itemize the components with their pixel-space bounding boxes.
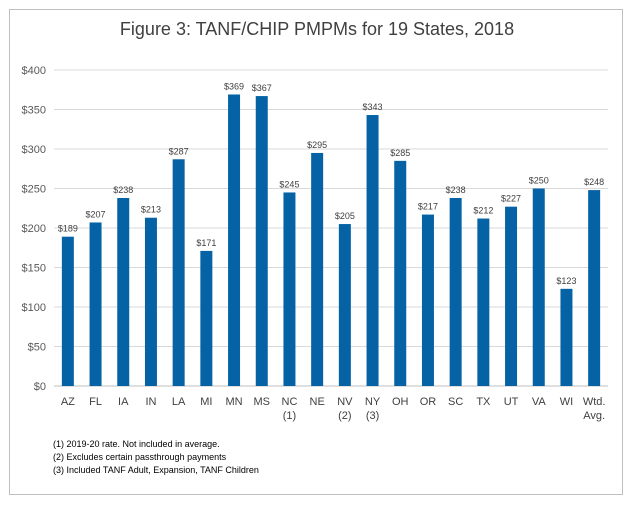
data-label: $245 <box>279 179 299 189</box>
bar <box>228 94 241 387</box>
y-tick-label: $0 <box>34 381 46 393</box>
footnotes: (1) 2019-20 rate. Not included in averag… <box>53 438 259 477</box>
data-label: $287 <box>169 146 189 156</box>
category-label: IN <box>145 396 156 408</box>
x-axis-category-labels: AZ FL IA IN LA MI MN MS NC (1) NE NV (2) NY (3) OH OR SC T… <box>61 396 606 422</box>
category-label: VA <box>532 396 547 408</box>
category-label: NE <box>310 396 325 408</box>
y-tick-label: $400 <box>22 65 46 77</box>
data-labels: $189 $207 $238 $213 $287 $171 $369 $367 $245 $295… <box>58 81 604 285</box>
category-label: OH <box>392 396 409 408</box>
bar <box>338 224 351 386</box>
y-tick-label: $300 <box>22 144 46 156</box>
category-label: LA <box>172 396 186 408</box>
bar <box>61 236 74 386</box>
bar <box>560 288 573 386</box>
bar <box>283 192 296 386</box>
category-label: IA <box>118 396 129 408</box>
data-label: $285 <box>390 148 410 158</box>
data-label: $207 <box>86 209 106 219</box>
bar <box>532 188 545 386</box>
category-label: TX <box>476 396 491 408</box>
data-label: $212 <box>473 206 493 216</box>
bars <box>61 94 601 387</box>
bar <box>89 222 102 386</box>
data-label: $123 <box>556 276 576 286</box>
category-label: MI <box>200 396 212 408</box>
category-label: MS <box>254 396 271 408</box>
bar <box>255 96 268 386</box>
chart-title: Figure 3: TANF/CHIP PMPMs for 19 States,… <box>119 19 515 39</box>
data-label: $369 <box>224 81 244 91</box>
data-label: $213 <box>141 205 161 215</box>
bar <box>421 214 434 386</box>
bar <box>144 217 157 386</box>
data-label: $238 <box>446 185 466 195</box>
category-label: SC <box>448 396 463 408</box>
bar <box>394 160 407 386</box>
bar <box>200 250 213 386</box>
category-label: NV <box>337 396 353 408</box>
category-label: (1) <box>283 410 296 422</box>
category-label: Wtd. <box>583 396 606 408</box>
category-label: OR <box>420 396 437 408</box>
y-tick-label: $350 <box>22 105 46 117</box>
data-label: $227 <box>501 194 521 204</box>
data-label: $217 <box>418 202 438 212</box>
bar <box>366 115 379 386</box>
y-axis-tick-labels: $0 $50 $100 $150 $200 $250 $300 $350 $400 <box>22 65 46 393</box>
category-label: NC <box>282 396 298 408</box>
category-label: MN <box>225 396 242 408</box>
data-label: $171 <box>196 238 216 248</box>
bar <box>449 197 462 386</box>
data-label: $248 <box>584 177 604 187</box>
data-label: $250 <box>529 176 549 186</box>
bar <box>172 159 185 386</box>
bar <box>588 190 601 386</box>
data-label: $295 <box>307 140 327 150</box>
category-label: AZ <box>61 396 75 408</box>
data-label: $343 <box>363 102 383 112</box>
footnote-1: (1) 2019-20 rate. Not included in averag… <box>53 439 220 449</box>
y-tick-label: $250 <box>22 184 46 196</box>
category-label: UT <box>504 396 519 408</box>
bar <box>117 197 130 386</box>
category-label: WI <box>560 396 573 408</box>
footnote-3: (3) Included TANF Adult, Expansion, TANF… <box>53 465 259 475</box>
category-label: Avg. <box>583 410 605 422</box>
y-tick-label: $150 <box>22 263 46 275</box>
data-label: $367 <box>252 83 272 93</box>
data-label: $238 <box>113 185 133 195</box>
data-label: $189 <box>58 224 78 234</box>
footnote-2: (2) Excludes certain passthrough payment… <box>53 452 227 462</box>
category-label: (3) <box>366 410 379 422</box>
bar <box>477 218 490 386</box>
category-label: NY <box>365 396 381 408</box>
data-label: $205 <box>335 211 355 221</box>
category-label: FL <box>89 396 102 408</box>
y-tick-label: $50 <box>28 342 46 354</box>
bar <box>311 152 324 386</box>
gridlines <box>54 69 608 387</box>
y-tick-label: $200 <box>22 223 46 235</box>
category-label: (2) <box>338 410 351 422</box>
bar <box>505 206 518 386</box>
y-tick-label: $100 <box>22 302 46 314</box>
